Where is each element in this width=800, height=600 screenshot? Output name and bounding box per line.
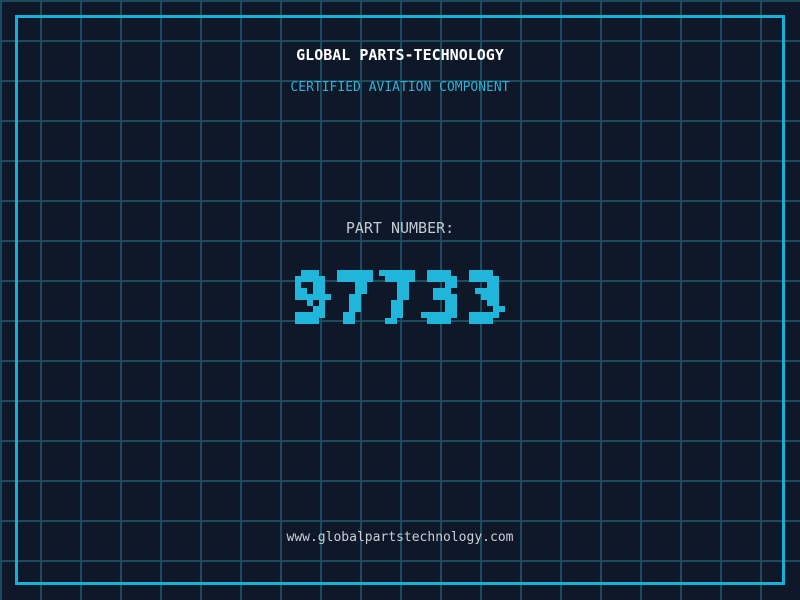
part-number-display: 97733 [0, 270, 800, 324]
part-number-label: PART NUMBER: [345, 219, 455, 237]
part-number-canvas [295, 270, 505, 324]
page-subtitle: CERTIFIED AVIATION COMPONENT [290, 80, 510, 95]
page-title: GLOBAL PARTS-TECHNOLOGY [296, 46, 504, 64]
website-url: www.globalpartstechnology.com [286, 530, 514, 545]
